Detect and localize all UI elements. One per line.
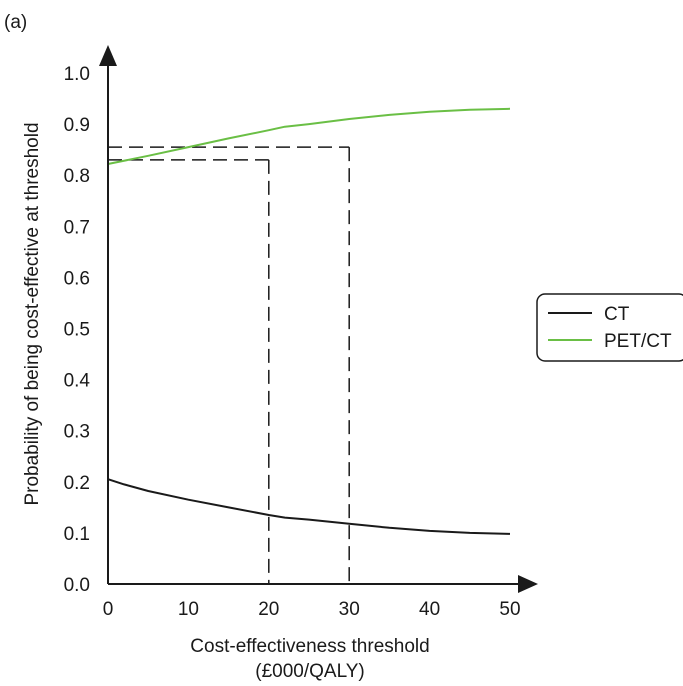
y-tick-label: 0.9 bbox=[64, 115, 90, 136]
series-lines bbox=[107, 107, 511, 535]
y-axis-arrow bbox=[99, 45, 117, 66]
y-tick-label: 0.0 bbox=[64, 575, 90, 596]
y-tick-label: 0.4 bbox=[64, 371, 91, 392]
y-axis-label: Probability of being cost-effective at t… bbox=[22, 122, 43, 505]
y-tick-label: 0.6 bbox=[64, 268, 90, 289]
legend-label-pet-ct: PET/CT bbox=[604, 331, 672, 352]
legend: CT PET/CT bbox=[536, 293, 683, 362]
y-tick-label: 0.2 bbox=[64, 473, 90, 494]
y-tick-label: 0.1 bbox=[64, 524, 90, 545]
x-axis-label-line2: (£000/QALY) bbox=[255, 661, 364, 682]
legend-box bbox=[536, 293, 683, 362]
x-tick-label: 10 bbox=[178, 599, 199, 620]
reference-lines bbox=[108, 146, 350, 584]
legend-label-ct: CT bbox=[604, 304, 630, 325]
y-tick-label: 1.0 bbox=[64, 64, 90, 85]
y-tick-label: 0.3 bbox=[64, 422, 90, 443]
series-line-ct bbox=[107, 478, 511, 535]
x-tick-label: 20 bbox=[258, 599, 279, 620]
x-tick-label: 30 bbox=[339, 599, 360, 620]
y-tick-label: 0.7 bbox=[64, 217, 90, 238]
panel-label: (a) bbox=[4, 12, 27, 33]
y-tick-label: 0.5 bbox=[64, 320, 90, 341]
y-tick-label: 0.8 bbox=[64, 166, 90, 187]
series-line-pet-ct bbox=[107, 107, 511, 165]
x-tick-labels: 0 10 20 30 40 50 bbox=[103, 599, 521, 620]
x-tick-label: 0 bbox=[103, 599, 114, 620]
x-axis-label-line1: Cost-effectiveness threshold bbox=[190, 636, 429, 657]
y-tick-labels: 0.0 0.1 0.2 0.3 0.4 0.5 0.6 0.7 0.8 0.9 1.0 bbox=[64, 64, 91, 596]
x-tick-label: 50 bbox=[499, 599, 520, 620]
x-axis-arrow bbox=[518, 575, 538, 593]
x-tick-label: 40 bbox=[419, 599, 440, 620]
